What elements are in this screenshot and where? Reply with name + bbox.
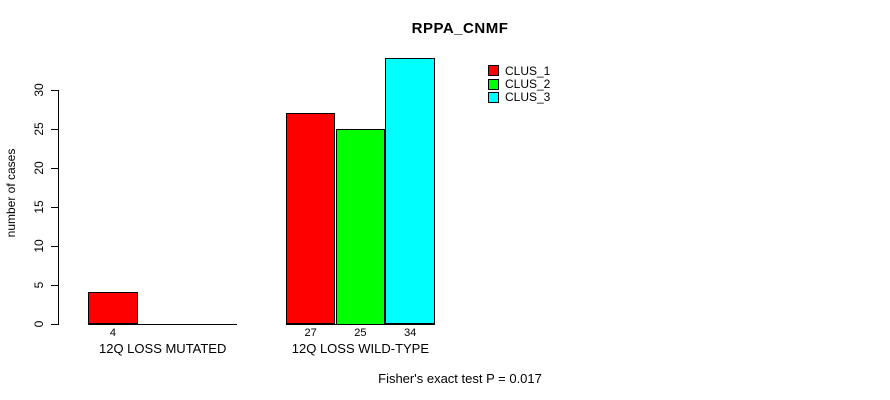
zero-baseline bbox=[88, 323, 238, 325]
chart-title: RPPA_CNMF bbox=[411, 20, 509, 37]
bar-clus_1-2 bbox=[285, 112, 336, 325]
legend-label: CLUS_2 bbox=[505, 77, 551, 92]
legend-label: CLUS_3 bbox=[505, 90, 551, 105]
bar-clus_2-2 bbox=[335, 128, 386, 325]
y-tick-label: 5 bbox=[32, 281, 46, 288]
y-tick-mark bbox=[51, 167, 58, 169]
bar-value-label: 27 bbox=[304, 327, 317, 339]
category-label: 12Q LOSS WILD-TYPE bbox=[291, 340, 430, 356]
y-tick-mark bbox=[51, 284, 58, 286]
category-label: 12Q LOSS MUTATED bbox=[98, 340, 227, 356]
y-tick-mark bbox=[51, 323, 58, 325]
legend-row: CLUS_2 bbox=[488, 77, 551, 92]
y-axis-line bbox=[58, 89, 59, 325]
bar-value-label: 4 bbox=[109, 327, 116, 339]
y-tick-mark bbox=[51, 89, 58, 91]
y-tick-label: 30 bbox=[32, 82, 46, 97]
y-tick-label: 20 bbox=[32, 160, 46, 175]
bar-clus_3-2 bbox=[385, 58, 436, 325]
y-tick-label: 0 bbox=[32, 320, 46, 327]
legend-swatch-clus_3 bbox=[488, 91, 499, 103]
legend-row: CLUS_3 bbox=[488, 90, 551, 105]
legend-label: CLUS_1 bbox=[505, 63, 551, 78]
legend-row: CLUS_1 bbox=[488, 63, 551, 78]
bar-clus_1-1 bbox=[88, 292, 138, 325]
y-tick-label: 15 bbox=[32, 199, 46, 214]
bar-value-label: 34 bbox=[404, 327, 417, 339]
bar-value-label: 25 bbox=[354, 327, 367, 339]
y-tick-mark bbox=[51, 245, 58, 247]
y-tick-mark bbox=[51, 128, 58, 130]
legend: CLUS_1 CLUS_2 CLUS_3 bbox=[488, 64, 550, 104]
y-tick-mark bbox=[51, 206, 58, 208]
y-tick-label: 10 bbox=[32, 238, 46, 253]
y-tick-label: 25 bbox=[32, 121, 46, 136]
fisher-annotation: Fisher's exact test P = 0.017 bbox=[378, 371, 542, 386]
legend-swatch-clus_2 bbox=[488, 78, 499, 90]
legend-swatch-clus_1 bbox=[488, 65, 499, 77]
